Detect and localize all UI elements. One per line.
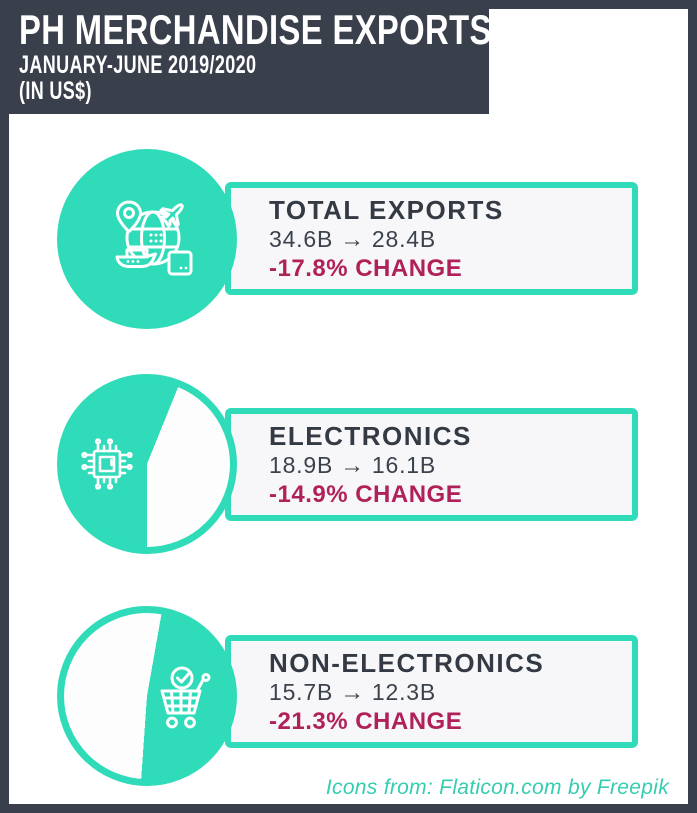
value-2019: 15.7B xyxy=(269,678,334,705)
row-values: 34.6B → 28.4B xyxy=(269,225,632,254)
row-values: 18.9B → 16.1B xyxy=(269,451,632,480)
row-title: TOTAL EXPORTS xyxy=(269,194,504,225)
row-change: -17.8% CHANGE xyxy=(269,254,463,282)
electronics-pie xyxy=(57,374,237,554)
footer-credit: Icons from: Flaticon.com by Freepik xyxy=(325,776,669,799)
total-exports-pie xyxy=(57,149,237,329)
value-2019: 34.6B xyxy=(269,225,334,252)
non-electronics-pie xyxy=(57,606,237,786)
page-subtitle: JANUARY-JUNE 2019/2020 xyxy=(19,51,257,79)
cpu-chip-icon xyxy=(77,434,137,494)
value-2020: 28.4B xyxy=(371,225,437,252)
row-change: -21.3% CHANGE xyxy=(269,707,463,735)
value-2020: 16.1B xyxy=(371,451,437,478)
global-trade-icon xyxy=(107,194,195,282)
row-change: -14.9% CHANGE xyxy=(269,480,463,508)
row-title: NON-ELECTRONICS xyxy=(269,647,545,678)
info-bar-electronics: ELECTRONICS 18.9B → 16.1B -14.9% CHANGE xyxy=(225,408,638,521)
row-title: ELECTRONICS xyxy=(269,420,472,451)
page-title: PH MERCHANDISE EXPORTS xyxy=(19,6,492,53)
arrow-right-icon: → xyxy=(340,225,365,253)
page-unit-label: (IN US$) xyxy=(19,77,92,105)
value-2019: 18.9B xyxy=(269,451,334,478)
arrow-right-icon: → xyxy=(340,451,365,479)
info-bar-non-electronics: NON-ELECTRONICS 15.7B → 12.3B -21.3% CHANG… xyxy=(225,635,638,748)
info-bar-total-exports: TOTAL EXPORTS 34.6B → 28.4B -17.8% CHANGE xyxy=(225,182,638,295)
header-banner: PH MERCHANDISE EXPORTS JANUARY-JUNE 2019… xyxy=(0,0,492,114)
shopping-cart-check-icon xyxy=(152,665,218,733)
row-values: 15.7B → 12.3B xyxy=(269,678,632,707)
arrow-right-icon: → xyxy=(340,678,365,706)
value-2020: 12.3B xyxy=(371,678,437,705)
